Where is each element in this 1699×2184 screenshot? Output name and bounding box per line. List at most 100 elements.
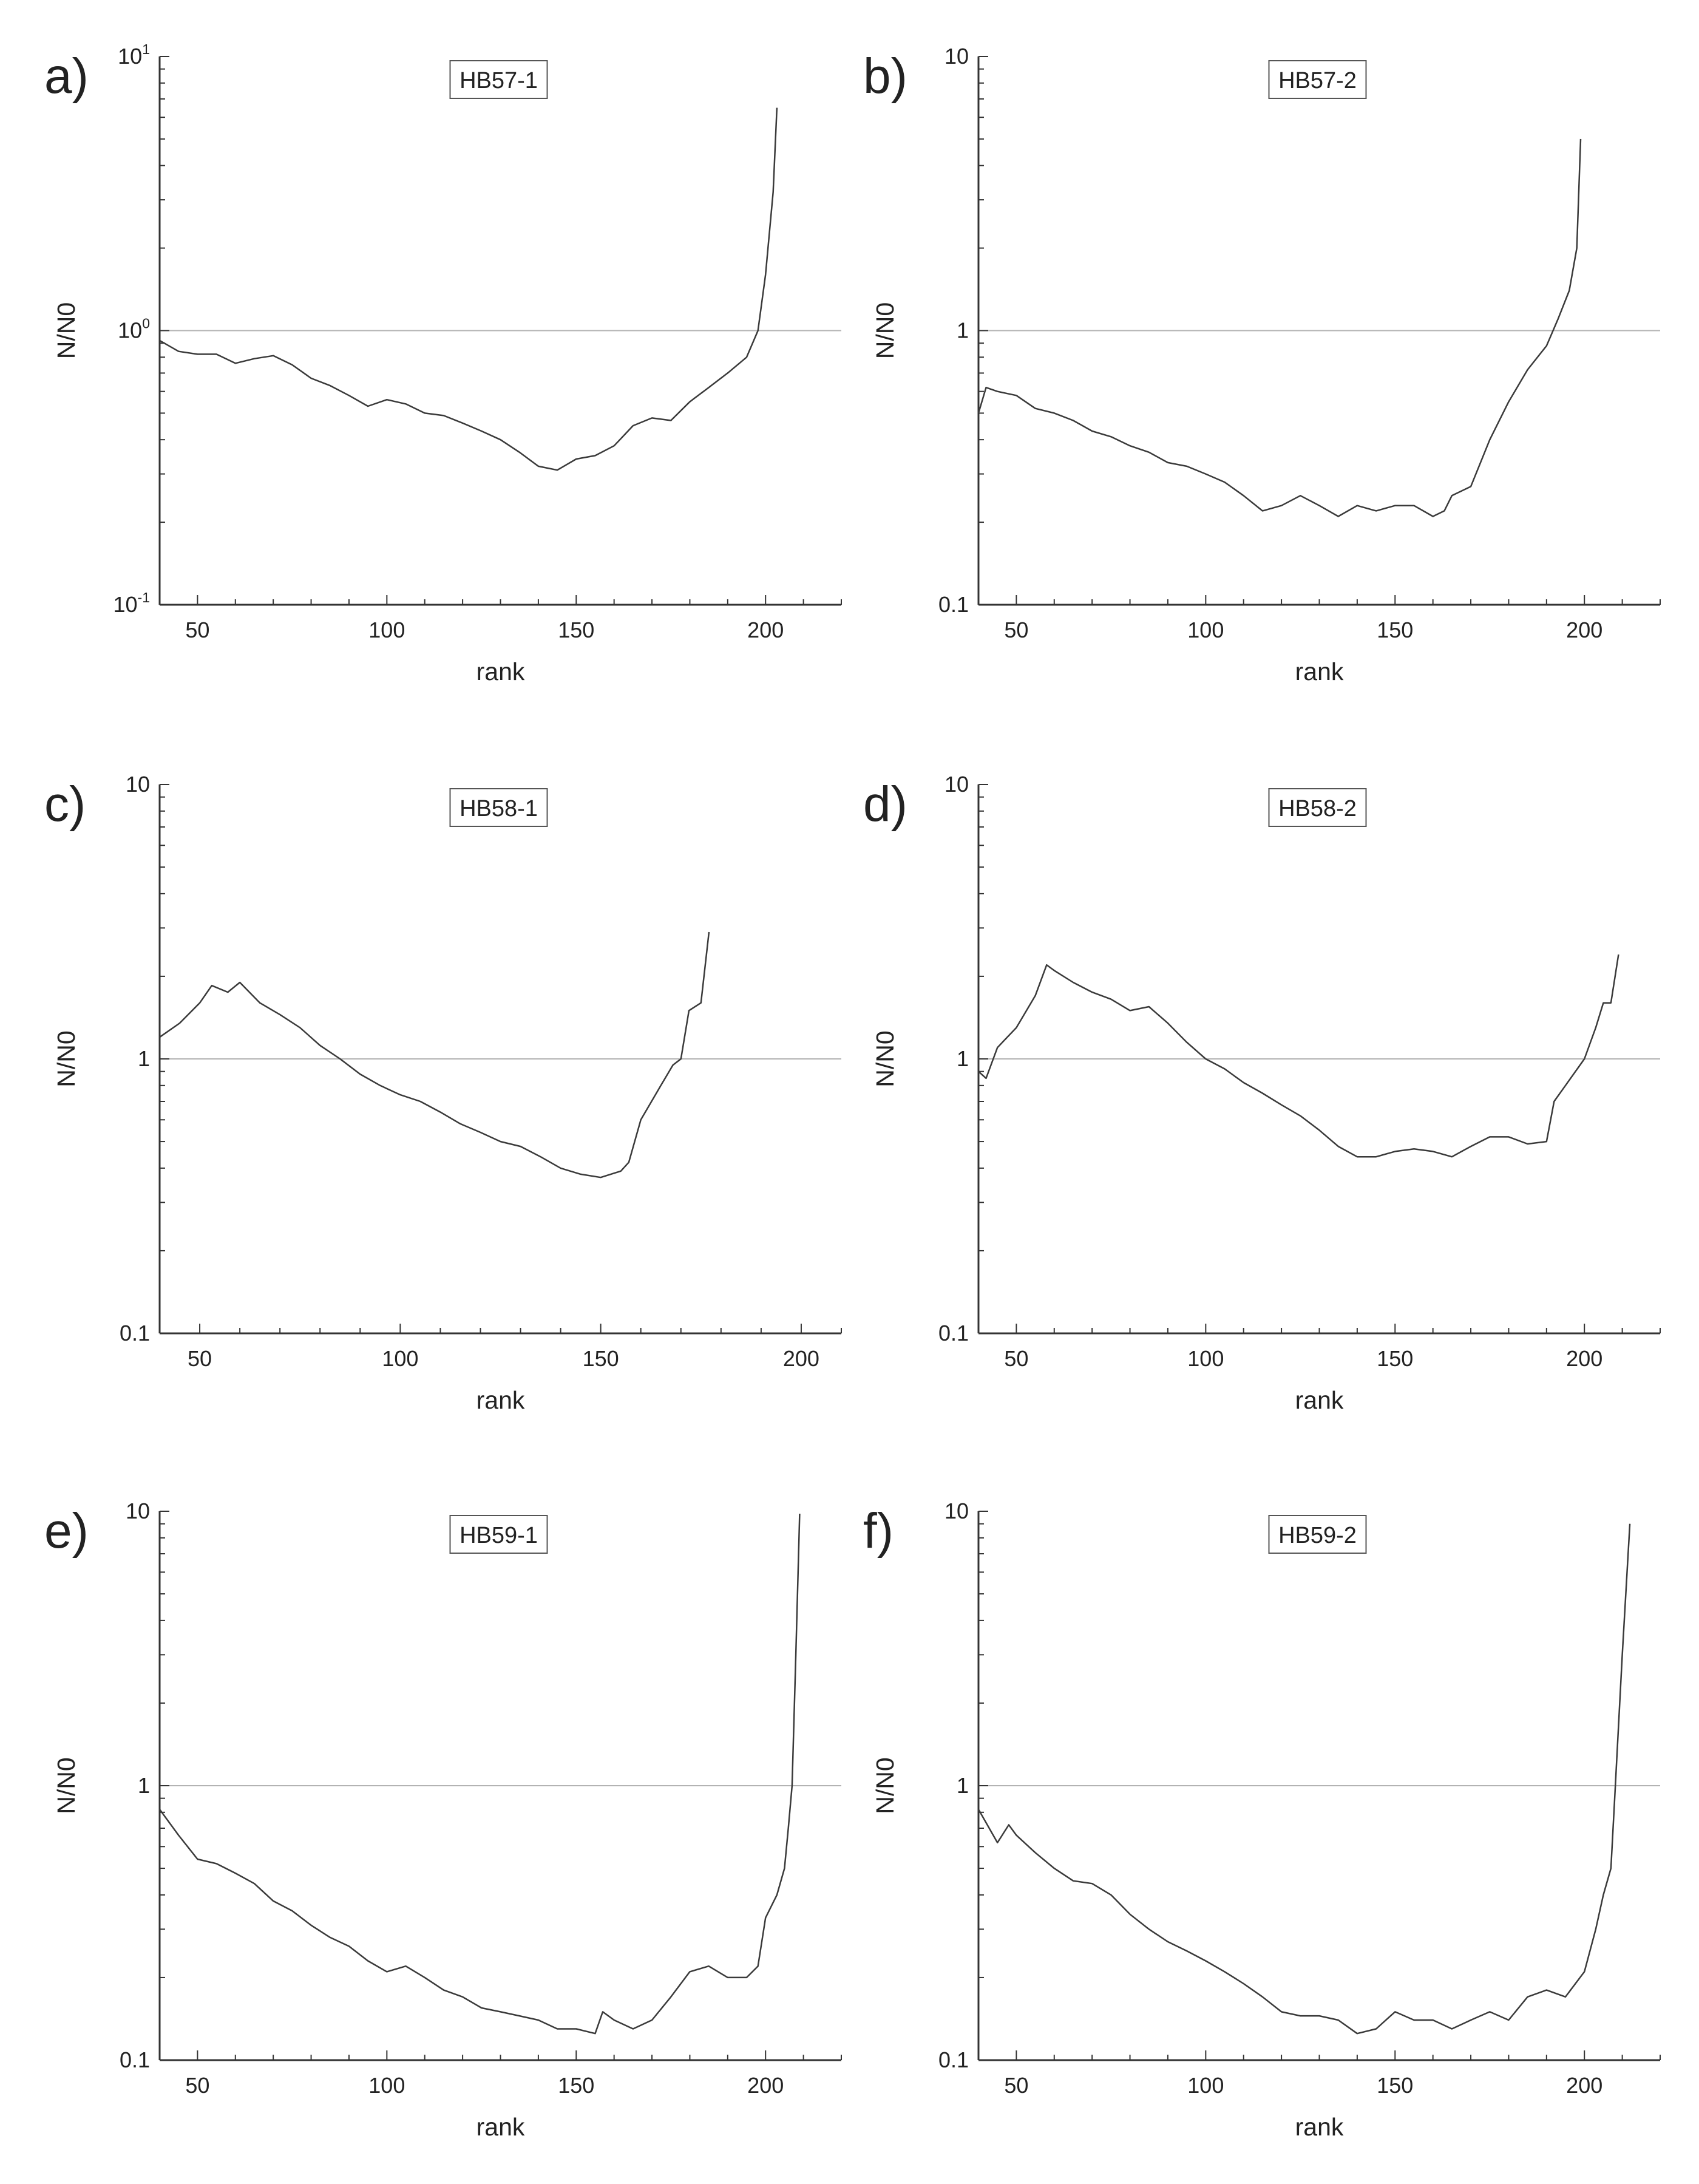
- chart-title: HB58-1: [460, 796, 538, 822]
- x-tick-label: 100: [368, 2073, 405, 2098]
- chart-panel: 50 100 150 200 10 1 0.1 rank N/N0 c) HB58-1: [44, 772, 842, 1414]
- x-tick-label: 150: [1377, 2073, 1413, 2098]
- y-tick-exponent: -1: [138, 590, 150, 605]
- y-tick-base: 10: [944, 44, 969, 69]
- y-tick-label: 101: [118, 41, 150, 69]
- panel-letter: f): [863, 1503, 894, 1559]
- x-axis-label: rank: [476, 658, 525, 685]
- y-tick-base: 1: [957, 1046, 969, 1071]
- panel-letter: d): [863, 777, 907, 832]
- y-tick-label: 1: [957, 1046, 969, 1071]
- x-tick-label: 150: [558, 617, 594, 642]
- y-tick-label: 0.1: [120, 1321, 150, 1345]
- y-tick-base: 1: [138, 1046, 150, 1071]
- y-tick-exponent: 0: [142, 316, 150, 332]
- y-tick-label: 1: [957, 318, 969, 343]
- y-tick-label: 1: [138, 1046, 150, 1071]
- title-box: [1268, 788, 1367, 827]
- y-axis-label: N/N0: [871, 1030, 899, 1087]
- x-tick-label: 50: [1004, 617, 1028, 642]
- panel-letter: a): [44, 49, 89, 104]
- x-tick-label: 50: [1004, 2073, 1028, 2098]
- panel-letter: c): [44, 777, 86, 832]
- x-tick-label: 200: [1566, 617, 1602, 642]
- x-tick-label: 100: [382, 1346, 418, 1371]
- x-tick-label: 50: [1004, 1346, 1028, 1371]
- y-tick-base: 10: [944, 1499, 969, 1523]
- title-box: [1268, 1515, 1367, 1554]
- x-axis-label: rank: [476, 2113, 525, 2141]
- chart-title: HB57-1: [460, 68, 538, 94]
- x-tick-label: 200: [783, 1346, 819, 1371]
- series-line: [158, 1513, 801, 2035]
- series-line: [978, 954, 1619, 1158]
- y-tick-base: 0.1: [938, 592, 969, 617]
- y-tick-label: 100: [118, 316, 150, 343]
- x-tick-label: 150: [558, 2073, 594, 2098]
- y-tick-base: 0.1: [120, 1321, 150, 1345]
- title-box: [449, 788, 548, 827]
- y-tick-base: 1: [957, 1773, 969, 1798]
- x-tick-label: 50: [188, 1346, 212, 1371]
- title-box: [449, 1515, 548, 1554]
- chart-panel: 50 100 150 200 10 1 0.1 rank N/N0 b) HB57-2: [863, 44, 1661, 685]
- y-tick-base: 1: [138, 1773, 150, 1798]
- chart-panel: 50 100 150 200 10 1 0.1 rank N/N0 d) HB58-2: [863, 772, 1661, 1414]
- x-tick-label: 100: [368, 617, 405, 642]
- y-tick-label: 1: [957, 1773, 969, 1798]
- y-tick-base: 1: [957, 318, 969, 343]
- series-line: [977, 138, 1582, 517]
- y-axis-label: N/N0: [52, 302, 80, 359]
- x-tick-label: 200: [1566, 1346, 1602, 1371]
- x-tick-label: 150: [1377, 617, 1413, 642]
- y-tick-label: 1: [138, 1773, 150, 1798]
- y-tick-exponent: 1: [142, 41, 150, 57]
- x-axis-label: rank: [1295, 658, 1344, 685]
- y-tick-label: 10: [126, 1499, 150, 1523]
- x-tick-label: 150: [583, 1346, 619, 1371]
- y-tick-base: 10: [126, 772, 150, 797]
- x-tick-label: 200: [747, 2073, 784, 2098]
- y-tick-label: 10: [944, 44, 969, 69]
- y-tick-base: 10: [118, 318, 142, 343]
- chart-title: HB59-1: [460, 1523, 538, 1548]
- x-tick-label: 100: [1187, 1346, 1224, 1371]
- title-box: [1268, 60, 1367, 99]
- y-tick-label: 10: [944, 772, 969, 797]
- y-tick-base: 0.1: [938, 2047, 969, 2072]
- y-tick-base: 0.1: [120, 2047, 150, 2072]
- chart-title: HB58-2: [1278, 796, 1357, 822]
- y-tick-label: 0.1: [120, 2047, 150, 2072]
- y-axis-label: N/N0: [52, 1757, 80, 1814]
- y-tick-label: 10: [944, 1499, 969, 1523]
- series-line: [977, 1523, 1631, 2035]
- y-tick-label: 10: [126, 772, 150, 797]
- chart-panel: 50 100 150 200 10 1 0.1 rank N/N0 e) HB59-1: [44, 1499, 842, 2141]
- y-axis-label: N/N0: [52, 1030, 80, 1087]
- x-tick-label: 50: [185, 617, 209, 642]
- y-tick-base: 10: [118, 44, 142, 69]
- x-axis-label: rank: [1295, 1386, 1344, 1414]
- x-axis-label: rank: [476, 1386, 525, 1414]
- series-line: [159, 107, 778, 471]
- x-tick-label: 150: [1377, 1346, 1413, 1371]
- y-tick-base: 0.1: [938, 1321, 969, 1345]
- y-tick-label: 0.1: [938, 592, 969, 617]
- chart-title: HB59-2: [1278, 1523, 1357, 1548]
- panel-letter: e): [44, 1503, 89, 1559]
- title-box: [449, 60, 548, 99]
- y-tick-label: 10-1: [114, 590, 151, 617]
- y-tick-label: 0.1: [938, 1321, 969, 1345]
- x-tick-label: 200: [1566, 2073, 1602, 2098]
- x-tick-label: 200: [747, 617, 784, 642]
- x-tick-label: 50: [185, 2073, 209, 2098]
- x-axis-label: rank: [1295, 2113, 1344, 2141]
- y-axis-label: N/N0: [871, 1757, 899, 1814]
- y-tick-base: 10: [126, 1499, 150, 1523]
- y-tick-label: 0.1: [938, 2047, 969, 2072]
- y-axis-label: N/N0: [871, 302, 899, 359]
- x-tick-label: 100: [1187, 2073, 1224, 2098]
- y-tick-base: 10: [114, 592, 138, 617]
